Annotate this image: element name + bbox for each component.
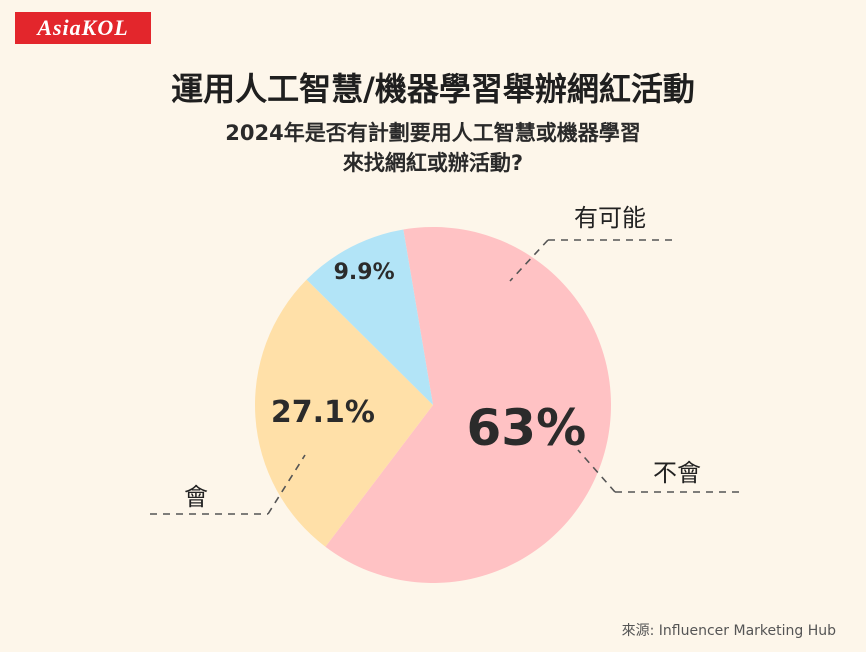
slice-value-label-2: 9.9% <box>334 260 395 285</box>
subtitle-line-2: 來找網紅或辦活動? <box>342 151 524 175</box>
slice-value-label-1: 27.1% <box>271 395 375 430</box>
asiakol-logo: AsiaKOL <box>15 12 151 44</box>
source-note: 來源: Influencer Marketing Hub <box>621 623 836 639</box>
leader-line-1-1 <box>509 239 549 282</box>
pie-slice-2 <box>306 229 433 405</box>
slice-category-label-2: 不會 <box>653 459 701 487</box>
pie-labels: 63% 會 27.1% 有可能 9.9% 不會 <box>184 204 701 511</box>
pie-slice-1 <box>254 279 433 547</box>
page-subtitle: 2024年是否有計劃要用人工智慧或機器學習 來找網紅或辦活動? <box>0 118 866 178</box>
slice-value-label-0: 63% <box>467 399 587 457</box>
subtitle-line-1: 2024年是否有計劃要用人工智慧或機器學習 <box>225 121 641 145</box>
slice-category-label-0: 會 <box>184 483 208 511</box>
leader-line-0-1 <box>267 454 306 515</box>
slice-category-label-1: 有可能 <box>574 204 646 232</box>
logo-text: AsiaKOL <box>37 15 129 40</box>
leader-line-2-1 <box>577 449 616 493</box>
pie-slices <box>254 227 611 584</box>
page-title: 運用人工智慧/機器學習舉辦網紅活動 <box>171 70 695 108</box>
pie-slice-0 <box>325 227 611 584</box>
leader-lines <box>150 239 740 515</box>
